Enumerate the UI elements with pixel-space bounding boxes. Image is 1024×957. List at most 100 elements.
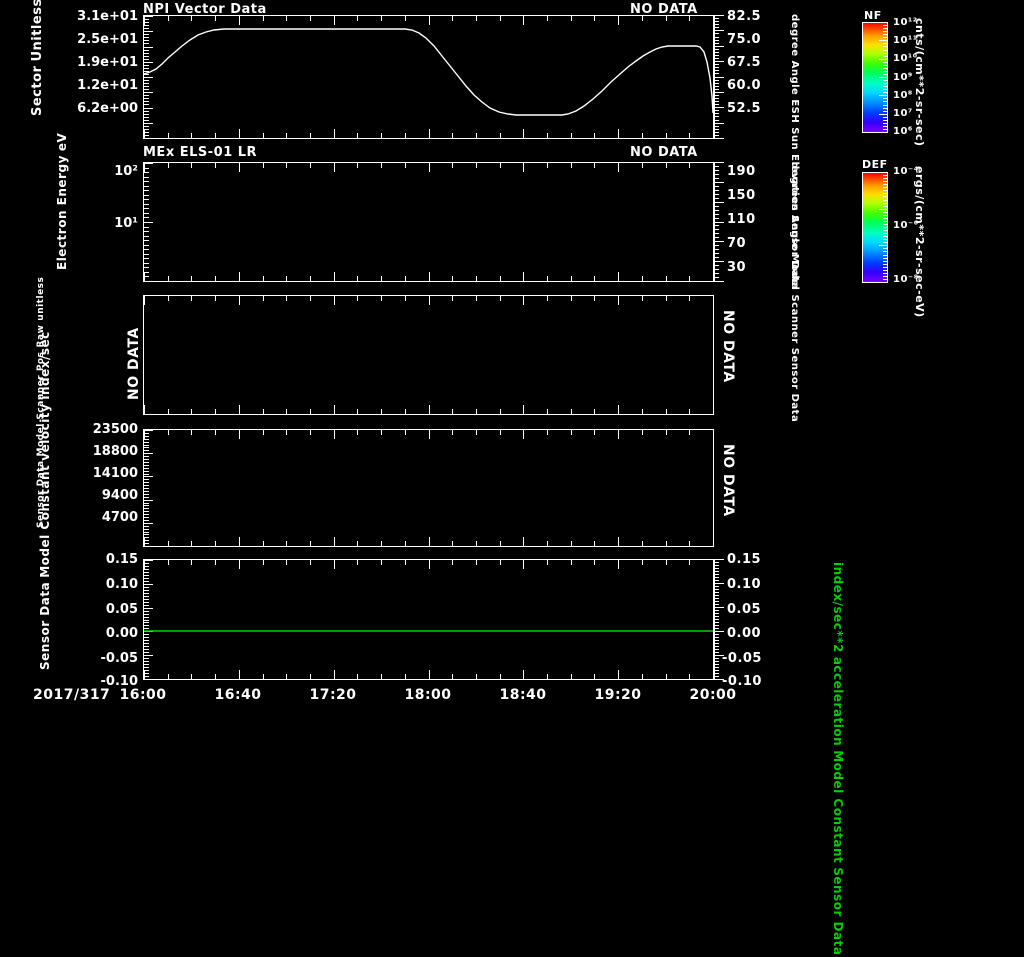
x-tick-mark — [713, 537, 714, 546]
panel-5-left-tick-1: 0.10 — [105, 577, 138, 592]
panel-1-left-tick-3: 1.2e+01 — [77, 78, 138, 93]
x-tick-mark — [405, 409, 406, 414]
colorbar-nf-title: NF — [864, 9, 882, 22]
x-tick-mark — [476, 296, 477, 301]
y-tick-mark — [144, 177, 149, 178]
y-tick-mark — [144, 468, 149, 469]
panel-2-left-tick-1: 10¹ — [114, 216, 138, 231]
x-tick-mark — [263, 276, 264, 281]
x-tick-mark — [594, 541, 595, 546]
panel-3-left-nodata-text: NO DATA — [126, 327, 142, 400]
y-tick-mark — [144, 267, 149, 268]
y-tick-mark — [144, 529, 149, 530]
x-tick-mark — [618, 537, 619, 546]
x-tick-mark — [144, 537, 145, 546]
panel-4-right-nodata-label: NO DATA — [720, 444, 736, 517]
x-tick-mark — [547, 430, 548, 435]
panel-2-right-axis-label: Sensor Data Model Scanner Angle degrees — [789, 162, 800, 423]
x-tick-mark — [642, 163, 643, 168]
x-tick-mark — [168, 409, 169, 414]
x-tick-mark — [144, 405, 145, 414]
y-tick-mark — [144, 138, 153, 139]
y-tick-mark — [144, 491, 149, 492]
x-tick-mark — [215, 430, 216, 435]
y-tick-mark — [144, 199, 149, 200]
x-tick-mark — [666, 430, 667, 435]
colorbar-nf-tick-2: 10¹⁰ — [893, 53, 918, 64]
y-tick-mark — [144, 485, 149, 486]
colorbar-nf-gradient — [862, 22, 888, 133]
y-tick-mark — [144, 222, 153, 223]
x-tick-mark — [571, 430, 572, 435]
x-tick-mark — [357, 541, 358, 546]
panel-1-title-right: NO DATA — [630, 2, 698, 17]
x-tick-mark — [642, 430, 643, 435]
panel-4-right-nodata-text: NO DATA — [720, 444, 736, 517]
y-tick-mark — [144, 508, 149, 509]
x-tick-mark — [310, 409, 311, 414]
x-tick-mark — [429, 296, 430, 305]
panel-3-right-nodata-text: NO DATA — [720, 310, 736, 383]
x-tick-mark — [168, 541, 169, 546]
x-tick-mark — [523, 163, 524, 172]
y-tick-mark — [144, 168, 149, 169]
y-tick-mark — [144, 505, 149, 506]
x-tick-mark — [310, 430, 311, 435]
x-tick-mark — [452, 541, 453, 546]
y-tick-mark — [144, 537, 149, 538]
x-tick-mark — [310, 163, 311, 168]
x-tick-mark — [666, 276, 667, 281]
panel-1-right-tick-2: 67.5 — [727, 55, 762, 70]
x-tick-mark — [689, 296, 690, 301]
panel-1-right-tick-0: 82.5 — [727, 9, 762, 24]
panel-3-right-nodata-label: NO DATA — [720, 310, 736, 383]
x-tick-mark — [334, 430, 335, 439]
panel-2-title-right: NO DATA — [630, 145, 698, 160]
y-tick-mark — [144, 465, 149, 466]
right-axis-ladder — [714, 162, 726, 282]
x-tick-mark — [144, 430, 145, 439]
colorbar-nf-units: cnts/(cm**2-sr-sec) — [913, 18, 926, 147]
x-tick-mark — [405, 296, 406, 301]
y-tick-mark — [144, 195, 149, 196]
colorbar-def-tick-0: 10⁻⁴ — [893, 166, 919, 177]
x-tick-mark — [263, 430, 264, 435]
x-tick-mark — [381, 296, 382, 301]
panel-1-left-tick-1: 2.5e+01 — [77, 32, 138, 47]
y-tick-mark — [144, 263, 149, 264]
x-tick-mark — [286, 276, 287, 281]
x-tick-mark — [215, 276, 216, 281]
panel-2-xticks — [144, 163, 714, 282]
y-tick-mark — [144, 436, 149, 437]
y-tick-mark — [144, 217, 149, 218]
y-tick-mark — [144, 204, 149, 205]
panel-1-right-tick-1: 75.0 — [727, 32, 762, 47]
x-tick-mark — [476, 430, 477, 435]
x-tick-mark — [452, 163, 453, 168]
x-tick-mark — [286, 163, 287, 168]
x-tick-4: 18:40 — [499, 687, 547, 703]
x-tick-mark — [594, 409, 595, 414]
y-tick-mark — [144, 459, 149, 460]
x-tick-mark — [168, 296, 169, 301]
panel-5-left-tick-2: 0.05 — [105, 602, 138, 617]
x-tick-mark — [618, 405, 619, 414]
colorbar-def-gradient — [862, 172, 888, 283]
panel-5-left-tick-5: -0.10 — [100, 674, 138, 689]
x-tick-mark — [215, 541, 216, 546]
y-tick-mark — [144, 231, 149, 232]
x-tick-mark — [429, 537, 430, 546]
panel-2-right-tick-1: 150 — [727, 188, 756, 203]
panel-5-left-tick-4: -0.05 — [100, 651, 138, 666]
panel-5-left-tick-0: 0.15 — [105, 552, 138, 567]
x-tick-mark — [286, 430, 287, 435]
x-tick-mark — [689, 276, 690, 281]
x-tick-mark — [215, 409, 216, 414]
y-tick-mark — [144, 181, 149, 182]
x-tick-mark — [429, 163, 430, 172]
y-tick-mark — [144, 476, 153, 477]
colorbar-nf-tick-3: 10⁹ — [893, 72, 913, 83]
x-tick-mark — [286, 409, 287, 414]
x-tick-mark — [239, 163, 240, 172]
x-tick-mark — [571, 409, 572, 414]
